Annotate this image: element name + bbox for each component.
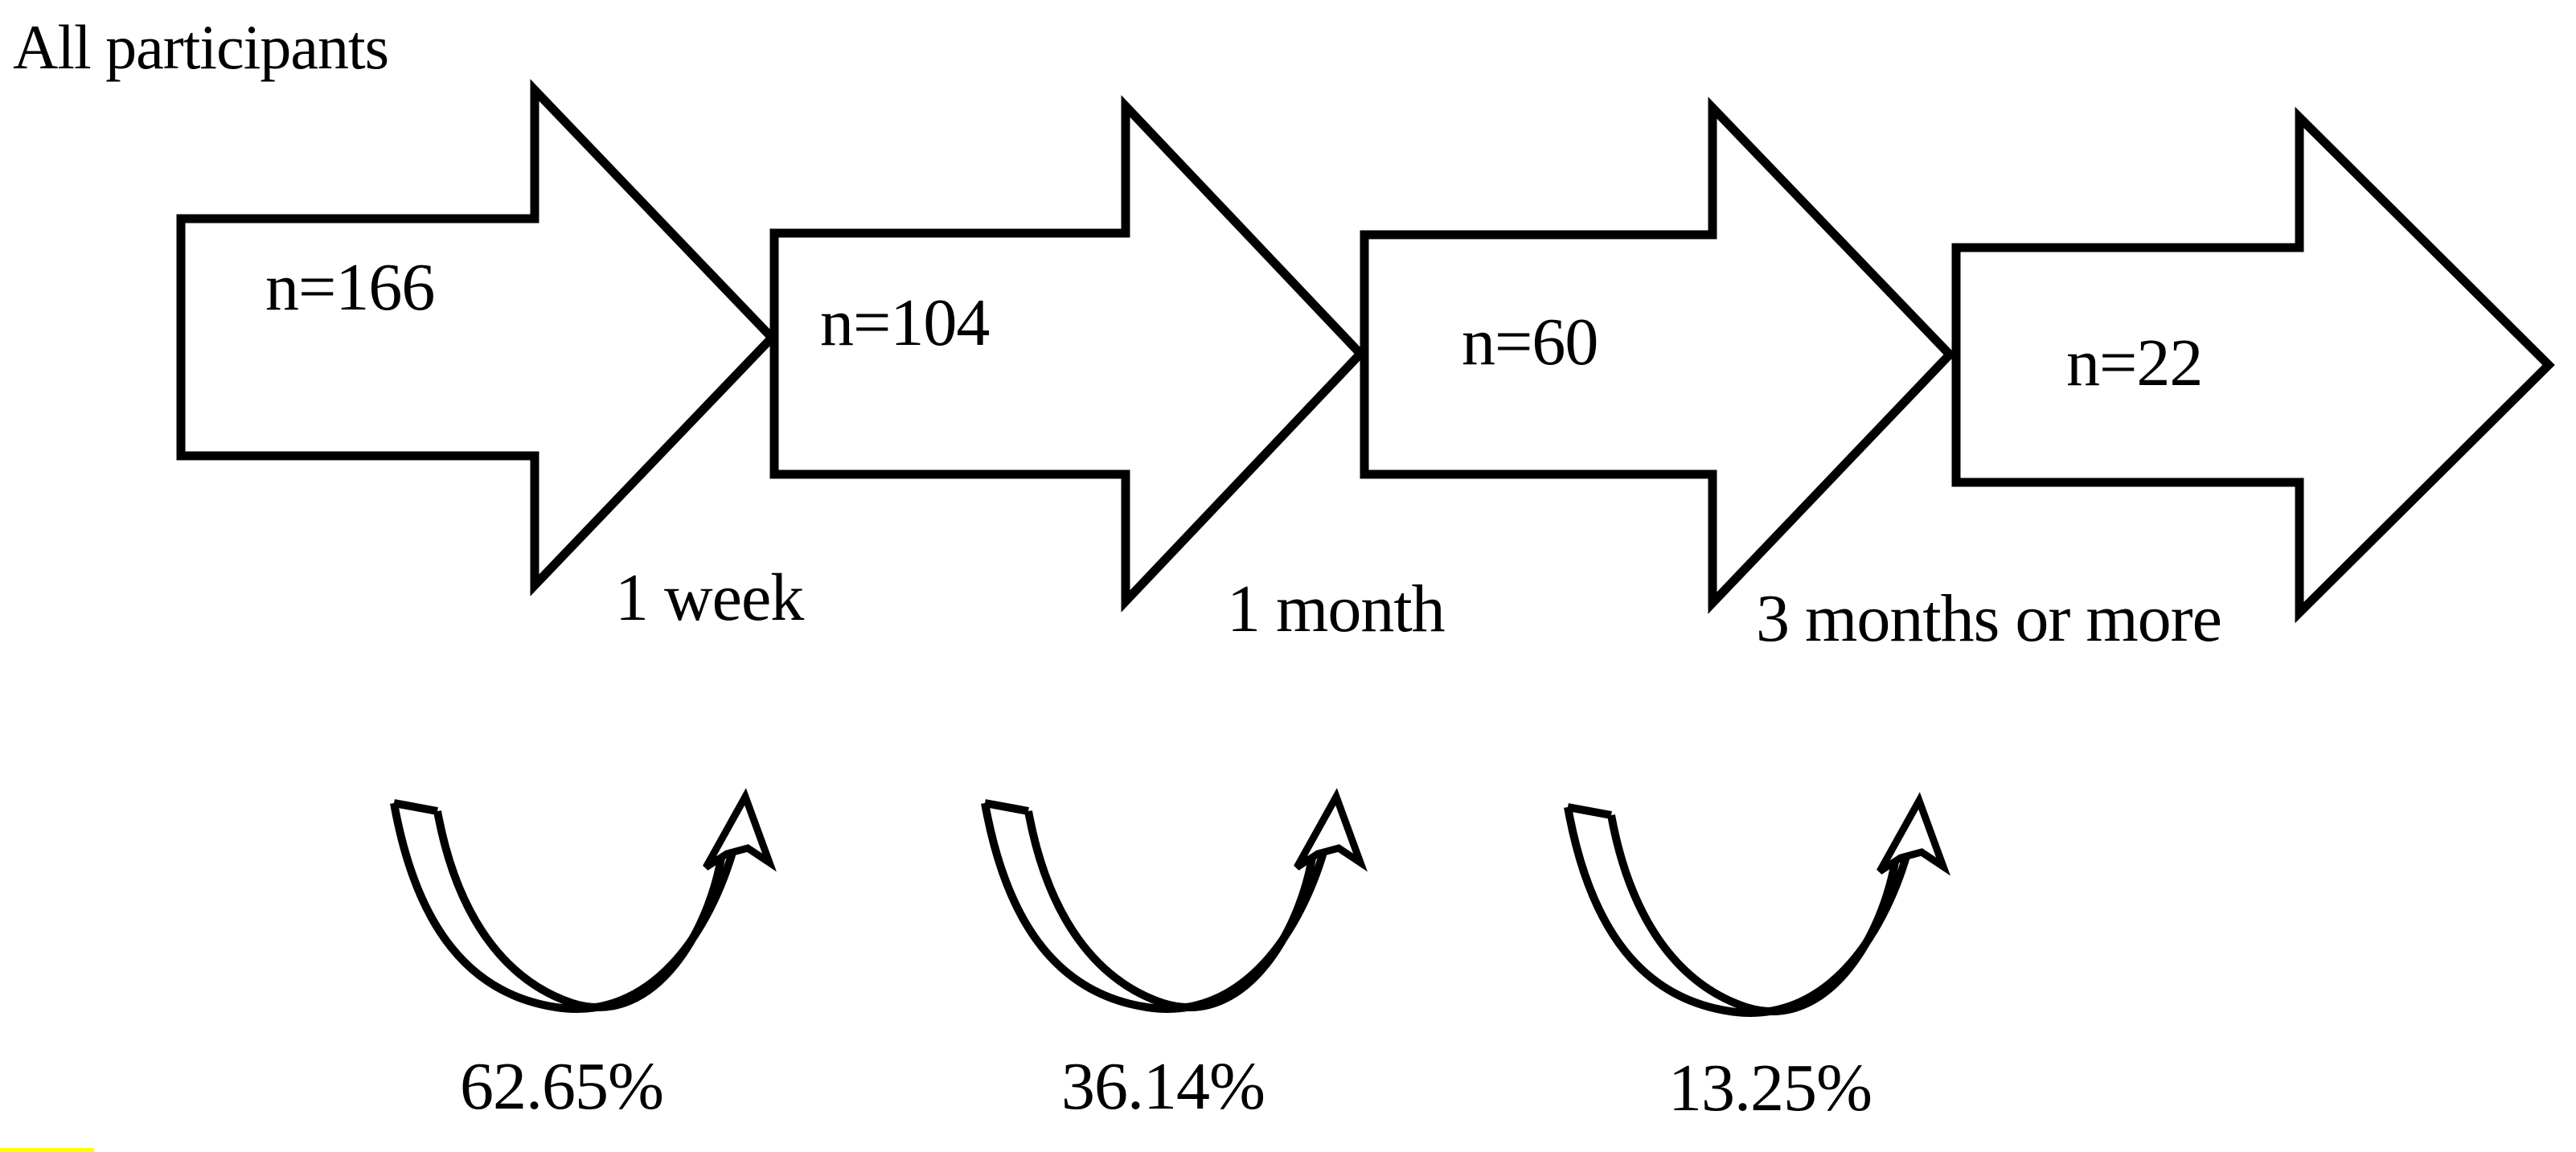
stage-count-1: n=166 (265, 250, 435, 325)
retention-curve-arrow-1 (394, 797, 769, 1009)
stage-arrow-2 (769, 95, 1367, 613)
retention-percent-1: 62.65% (460, 1049, 664, 1124)
stage-arrow-1 (176, 79, 778, 596)
retention-curve-arrow-3 (1568, 801, 1943, 1013)
retention-percent-2: 36.14% (1061, 1049, 1265, 1124)
retention-percent-3: 13.25% (1668, 1051, 1873, 1125)
interval-label-3: 3 months or more (1756, 581, 2222, 656)
interval-label-2: 1 month (1227, 572, 1446, 646)
stage-arrow-3 (1360, 96, 1956, 614)
retention-curve-arrow-2 (985, 797, 1360, 1009)
stage-count-3: n=60 (1462, 305, 1598, 379)
stage-count-2: n=104 (820, 285, 990, 360)
yellow-highlight-mark (0, 1148, 94, 1152)
stage-count-4: n=22 (2066, 326, 2203, 400)
interval-label-1: 1 week (615, 560, 804, 635)
diagram-title: All participants (13, 12, 389, 82)
stage-arrow-4 (1951, 106, 2555, 624)
